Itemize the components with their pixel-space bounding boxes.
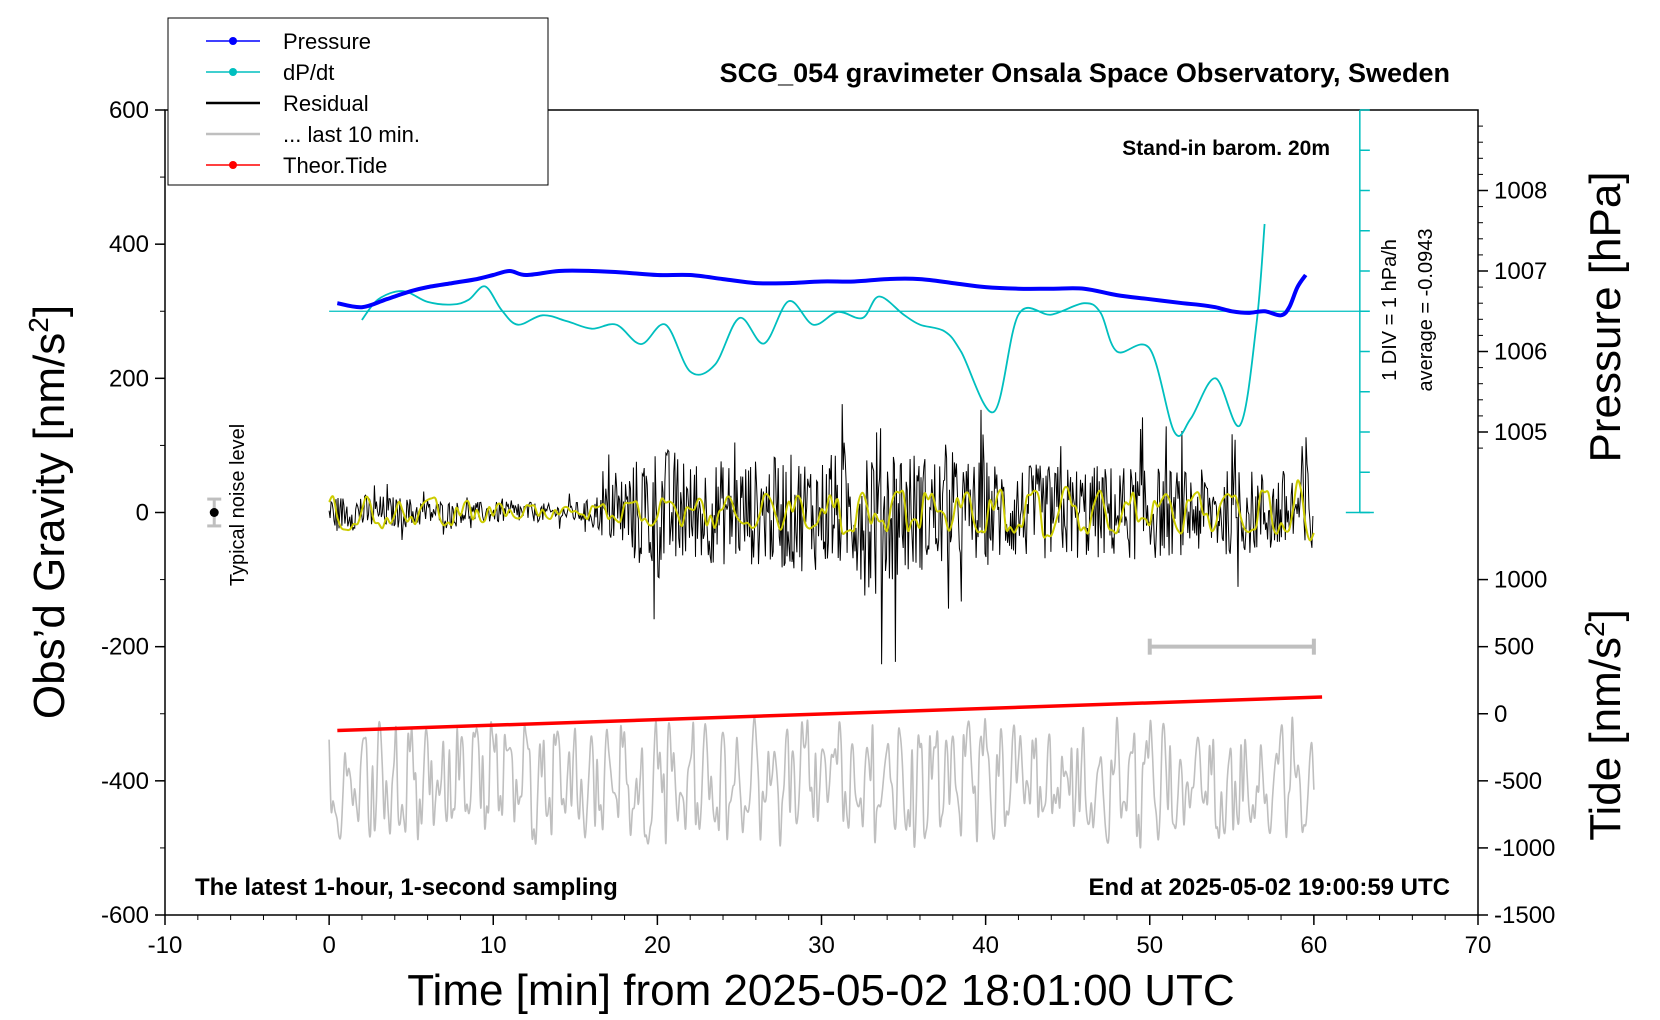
- legend-label: Residual: [283, 91, 369, 116]
- x-tick-label: 60: [1301, 932, 1328, 959]
- y-axis-label-gravity-sup: 2: [23, 317, 54, 333]
- legend-label: Theor.Tide: [283, 153, 387, 178]
- x-tick-label: 40: [972, 932, 999, 959]
- x-tick-label: -10: [148, 932, 183, 959]
- legend: Pressure dP/dt Residual ... last 10 min. The…: [167, 17, 549, 186]
- y-axis-label-tide: Tide [nm/s2]: [1579, 609, 1630, 841]
- legend-label: Pressure: [283, 29, 371, 54]
- y-axis-label-tide-main: Tide [nm/s: [1581, 637, 1630, 841]
- theoretical-tide-line: [337, 695, 1323, 733]
- noise-dot: [209, 508, 219, 517]
- theoretical-tide-series: [337, 695, 1323, 733]
- x-tick-label: 70: [1465, 932, 1492, 959]
- y-axis-label-gravity-end: ]: [25, 305, 74, 317]
- x-tick-label: 20: [644, 932, 671, 959]
- y-tick-label: -200: [101, 634, 149, 661]
- dpdt-scale-label: 1 DIV = 1 hPa/h: [1379, 239, 1401, 381]
- axes: -10 0 10 20 30 40 50 60 70 -600 -400 -200 0 200 400 600…: [101, 97, 1555, 959]
- chart-title: SCG_054 gravimeter Onsala Space Observat…: [720, 58, 1450, 88]
- y-axis-label-tide-end: ]: [1581, 609, 1630, 621]
- barometer-note: Stand-in barom. 20m: [1122, 137, 1330, 160]
- y-axis-label-pressure: Pressure [hPa]: [1581, 171, 1630, 462]
- tide-tick-label: -1000: [1494, 835, 1555, 862]
- legend-swatch-marker: [229, 68, 237, 76]
- tide-tick-label: 1000: [1494, 567, 1547, 594]
- legend-swatch-marker: [229, 161, 237, 169]
- x-tick-label: 0: [322, 932, 335, 959]
- legend-label: dP/dt: [283, 60, 334, 85]
- legend-box: [167, 17, 549, 186]
- residual-series: [328, 404, 1314, 665]
- last-10-min-series: [328, 715, 1315, 849]
- pressure-tick-label: 1007: [1494, 258, 1547, 285]
- pressure-tick-label: 1008: [1494, 178, 1547, 205]
- y-tick-label: -400: [101, 768, 149, 795]
- last-10-min-line: [328, 715, 1315, 849]
- y-axis-label-gravity-main: Obs’d Gravity [nm/s: [25, 333, 74, 719]
- y-tick-label: -600: [101, 902, 149, 929]
- y-tick-label: 200: [109, 365, 149, 392]
- pressure-tick-label: 1006: [1494, 339, 1547, 366]
- x-tick-label: 50: [1136, 932, 1163, 959]
- legend-swatch-marker: [229, 37, 237, 45]
- dpdt-average-label: average = -0.0943: [1415, 229, 1437, 392]
- tide-tick-label: 0: [1494, 701, 1507, 728]
- tide-tick-label: -500: [1494, 768, 1542, 795]
- pressure-line: [336, 268, 1308, 318]
- y-tick-label: 600: [109, 97, 149, 124]
- y-axis-label-gravity: Obs’d Gravity [nm/s2]: [23, 305, 74, 719]
- residual-smoothed-series: [328, 479, 1315, 542]
- x-tick-label: 30: [808, 932, 835, 959]
- subtitle-sampling: The latest 1-hour, 1-second sampling: [195, 874, 618, 901]
- pressure-series: [336, 268, 1308, 318]
- x-tick-label: 10: [480, 932, 507, 959]
- y-tick-label: 400: [109, 231, 149, 258]
- tide-tick-label: -1500: [1494, 902, 1555, 929]
- residual-smoothed-line: [328, 479, 1315, 542]
- noise-level-label: Typical noise level: [227, 424, 249, 586]
- subtitle-end-time: End at 2025-05-02 19:00:59 UTC: [1089, 874, 1451, 901]
- auxiliary-markers: [207, 109, 1374, 655]
- pressure-tick-label: 1005: [1494, 419, 1547, 446]
- tide-tick-label: 500: [1494, 634, 1534, 661]
- residual-line: [328, 404, 1314, 665]
- x-axis-label: Time [min] from 2025-05-02 18:01:00 UTC: [407, 966, 1234, 1015]
- y-axis-label-tide-sup: 2: [1579, 621, 1610, 637]
- y-tick-label: 0: [136, 500, 149, 527]
- dpdt-line: [361, 223, 1266, 437]
- dpdt-series: [329, 223, 1369, 437]
- legend-label: ... last 10 min.: [283, 122, 420, 147]
